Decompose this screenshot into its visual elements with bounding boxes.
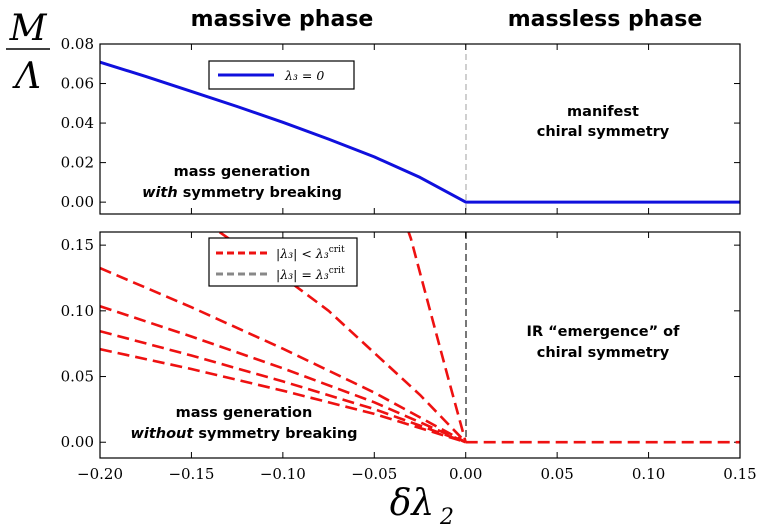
bottom-annotation-mass-generation: mass generation [176,405,313,421]
x-axis-label: δλ 2 [390,483,454,528]
bottom-legend-sup-2: crit [329,266,345,276]
top-axis-ticks: 0.00 0.02 0.04 0.06 0.08 [61,35,741,214]
y-label-denominator: Λ [12,56,41,97]
bottom-ytick-label: 0.15 [61,236,94,254]
bottom-xtick-label: −0.05 [351,465,397,483]
bottom-legend-label-critical: |λ₃| = λ₃crit [276,266,345,282]
top-annotation-with-symmetry-breaking: with symmetry breaking [142,185,342,201]
bottom-series-line-6 [407,232,467,443]
massless-phase-title: massless phase [508,7,703,32]
bottom-series-line-1 [100,347,467,444]
top-annotation-chiral-symmetry: chiral symmetry [537,124,670,140]
top-ytick-label: 0.00 [61,193,94,211]
bottom-annotation-without-symmetry-breaking: without symmetry breaking [130,426,357,442]
bottom-annotation-ir-emergence: IR “emergence” of [527,324,681,340]
bottom-ytick-label: 0.10 [61,302,94,320]
bottom-axis-ticks: −0.20 −0.15 −0.10 −0.05 0.00 0.05 0.10 0.15 0.00… [61,232,757,483]
bottom-series-line-4 [100,266,467,444]
x-label-subscript: 2 [439,505,454,528]
bottom-legend: |λ₃| < λ₃crit |λ₃| = λ₃crit [208,237,358,287]
bottom-ytick-label: 0.05 [61,368,94,386]
bottom-xtick-label: −0.20 [77,465,123,483]
bottom-panel-frame [99,231,741,459]
top-annotation-manifest: manifest [567,104,639,120]
bottom-legend-sup-1: crit [329,245,345,255]
bottom-xtick-label: −0.10 [260,465,306,483]
top-annotation-italic-with: with [142,185,178,201]
top-panel-frame [99,43,741,215]
bottom-annotation-chiral-symmetry: chiral symmetry [537,345,670,361]
bottom-annotation-symmetry-breaking: symmetry breaking [198,426,357,442]
top-annotation-mass-generation: mass generation [174,164,311,180]
bottom-xtick-label: 0.10 [632,465,665,483]
top-series-line-1 [100,60,740,204]
bottom-xtick-label: 0.15 [723,465,756,483]
bottom-series-line-2 [100,329,467,444]
bottom-legend-label-subcritical: |λ₃| < λ₃crit [276,245,345,261]
bottom-xtick-label: 0.05 [540,465,573,483]
top-legend: λ₃ = 0 [208,60,355,90]
top-ytick-label: 0.04 [61,114,94,132]
top-ytick-label: 0.06 [61,75,94,93]
top-series-group [100,60,740,204]
top-legend-label: λ₃ = 0 [284,68,324,83]
y-axis-label: M Λ [6,8,50,97]
bottom-annotation-italic-without: without [130,426,194,442]
bottom-series-group [100,232,740,444]
massive-phase-title: massive phase [191,7,374,32]
top-annotation-symmetry-breaking: symmetry breaking [183,185,342,201]
bottom-legend-box [208,237,358,287]
bottom-series-line-3 [100,304,467,444]
bottom-xtick-label: −0.15 [168,465,214,483]
top-ytick-label: 0.08 [61,35,94,53]
bottom-xtick-label: 0.00 [449,465,482,483]
top-ytick-label: 0.02 [61,154,94,172]
bottom-series-line-5 [217,232,467,444]
x-label-main: δλ [390,483,435,524]
y-label-numerator: M [9,8,48,49]
bottom-panel: −0.20 −0.15 −0.10 −0.05 0.00 0.05 0.10 0.15 0.00… [61,231,757,483]
top-panel: 0.00 0.02 0.04 0.06 0.08 λ₃ = 0 manifest chi… [61,35,741,215]
bottom-ytick-label: 0.00 [61,433,94,451]
